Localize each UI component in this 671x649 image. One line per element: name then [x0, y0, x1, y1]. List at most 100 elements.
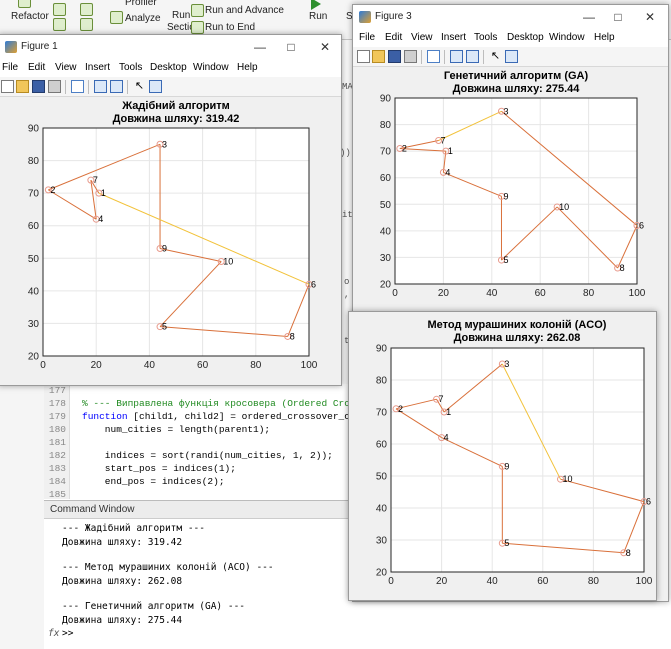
code-line: 177 — [48, 385, 66, 396]
print-icon[interactable] — [404, 50, 417, 63]
property-inspector-icon[interactable] — [505, 50, 518, 63]
city-label: 8 — [290, 331, 295, 341]
run-section-label-2[interactable]: Section — [167, 22, 201, 33]
maximize-button[interactable]: □ — [614, 10, 622, 24]
city-marker — [156, 323, 164, 331]
city-label: 6 — [646, 497, 651, 507]
closing-route-segment — [438, 110, 502, 141]
route-segment — [399, 147, 446, 152]
code-fragment: MA — [342, 82, 353, 92]
y-tick-label: 20 — [28, 352, 40, 363]
run-and-advance-button[interactable]: Run and Advance — [205, 5, 284, 16]
menu-help[interactable]: Help — [594, 32, 615, 43]
y-tick-label: 40 — [380, 226, 392, 237]
city-label: 8 — [620, 263, 625, 273]
figure3-toolbar: ↖ — [353, 47, 668, 67]
save-icon[interactable] — [32, 80, 45, 93]
route-segment — [48, 143, 161, 191]
city-marker — [156, 245, 164, 253]
run-to-end-button[interactable]: Run to End — [205, 22, 256, 33]
print-icon[interactable] — [48, 80, 61, 93]
figure3-titlebar[interactable]: Figure 3 — □ ✕ — [353, 5, 668, 29]
menu-tools[interactable]: Tools — [119, 62, 143, 73]
x-tick-label: 0 — [392, 288, 398, 299]
refactor-icon — [18, 0, 31, 8]
city-label: 3 — [162, 139, 167, 149]
city-label: 9 — [503, 191, 508, 201]
link-plot-icon[interactable] — [427, 50, 440, 63]
menu-view[interactable]: View — [55, 62, 77, 73]
figure1-window[interactable]: Figure 1 — □ ✕ File Edit View Insert Too… — [0, 34, 342, 386]
edit-plot-arrow-icon[interactable]: ↖ — [134, 80, 145, 92]
city-marker — [497, 256, 505, 264]
city-marker — [614, 264, 622, 272]
indent-icon — [80, 18, 93, 31]
figure1-menubar: File Edit View Insert Tools Desktop Wind… — [0, 59, 341, 77]
menu-edit[interactable]: Edit — [28, 62, 46, 73]
command-prompt[interactable]: >> — [62, 628, 74, 639]
route-segment — [617, 225, 638, 269]
run-section-label-1[interactable]: Run — [172, 10, 191, 21]
refactor-button[interactable]: Refactor — [11, 11, 49, 22]
city-label: 1 — [101, 188, 106, 198]
menu-desktop[interactable]: Desktop — [507, 32, 544, 43]
chart-subtitle: Довжина шляху: 319.42 — [113, 113, 240, 125]
city-label: 6 — [311, 279, 316, 289]
insert-legend-icon[interactable] — [110, 80, 123, 93]
open-file-icon[interactable] — [16, 80, 29, 93]
close-button[interactable]: ✕ — [319, 40, 331, 54]
city-label: 4 — [444, 433, 449, 443]
menu-window[interactable]: Window — [549, 32, 585, 43]
city-label: 10 — [559, 202, 569, 212]
step-button[interactable]: St — [346, 11, 356, 22]
city-marker — [498, 462, 506, 470]
code-editor[interactable]: 177 178% --- Виправлена функція кросовер… — [44, 384, 356, 500]
city-marker — [557, 475, 565, 483]
city-label: 3 — [504, 359, 509, 369]
city-marker — [497, 107, 505, 115]
menu-desktop[interactable]: Desktop — [150, 62, 187, 73]
greedy-chart: Жадібний алгоритм Довжина шляху: 319.42 … — [28, 100, 318, 371]
y-tick-label: 60 — [376, 440, 388, 451]
open-file-icon[interactable] — [372, 50, 385, 63]
profiler-button[interactable]: Profiler — [125, 0, 157, 8]
insert-legend-icon[interactable] — [466, 50, 479, 63]
aco-figure-panel: Метод мурашиних колоній (ACO) Довжина шл… — [348, 311, 657, 601]
link-plot-icon[interactable] — [71, 80, 84, 93]
menu-tools[interactable]: Tools — [474, 32, 498, 43]
code-line: 179 function [child1, child2] = ordered_c… — [48, 411, 356, 422]
city-marker — [156, 140, 164, 148]
editor-gutter — [44, 384, 70, 499]
save-icon[interactable] — [388, 50, 401, 63]
new-figure-icon[interactable] — [357, 50, 370, 63]
route-segment — [287, 284, 310, 337]
menu-file[interactable]: File — [359, 32, 376, 43]
insert-colorbar-icon[interactable] — [450, 50, 463, 63]
city-label: 10 — [223, 257, 233, 267]
figure1-titlebar[interactable]: Figure 1 — □ ✕ — [0, 35, 341, 59]
route-segment — [160, 326, 288, 337]
analyze-button[interactable]: Analyze — [125, 13, 161, 24]
edit-plot-arrow-icon[interactable]: ↖ — [490, 50, 501, 62]
command-window[interactable]: Command Window --- Жадібний алгоритм ---… — [44, 500, 354, 649]
close-button[interactable]: ✕ — [644, 10, 656, 24]
menu-insert[interactable]: Insert — [85, 62, 111, 73]
menu-help[interactable]: Help — [237, 62, 258, 73]
minimize-button[interactable]: — — [583, 10, 595, 24]
city-label: 8 — [626, 548, 631, 558]
insert-colorbar-icon[interactable] — [94, 80, 107, 93]
menu-file[interactable]: File — [2, 62, 19, 73]
menu-insert[interactable]: Insert — [441, 32, 467, 43]
new-figure-icon[interactable] — [1, 80, 14, 93]
menu-window[interactable]: Window — [193, 62, 229, 73]
menu-view[interactable]: View — [411, 32, 433, 43]
property-inspector-icon[interactable] — [149, 80, 162, 93]
menu-edit[interactable]: Edit — [385, 32, 403, 43]
run-button[interactable]: Run — [309, 11, 328, 22]
x-tick-label: 60 — [535, 288, 547, 299]
minimize-button[interactable]: — — [254, 40, 266, 54]
route-segment — [159, 248, 222, 263]
cmd-output-line: Довжина шляху: 275.44 — [62, 615, 183, 626]
maximize-button[interactable]: □ — [287, 40, 295, 54]
route-segment — [501, 206, 558, 261]
